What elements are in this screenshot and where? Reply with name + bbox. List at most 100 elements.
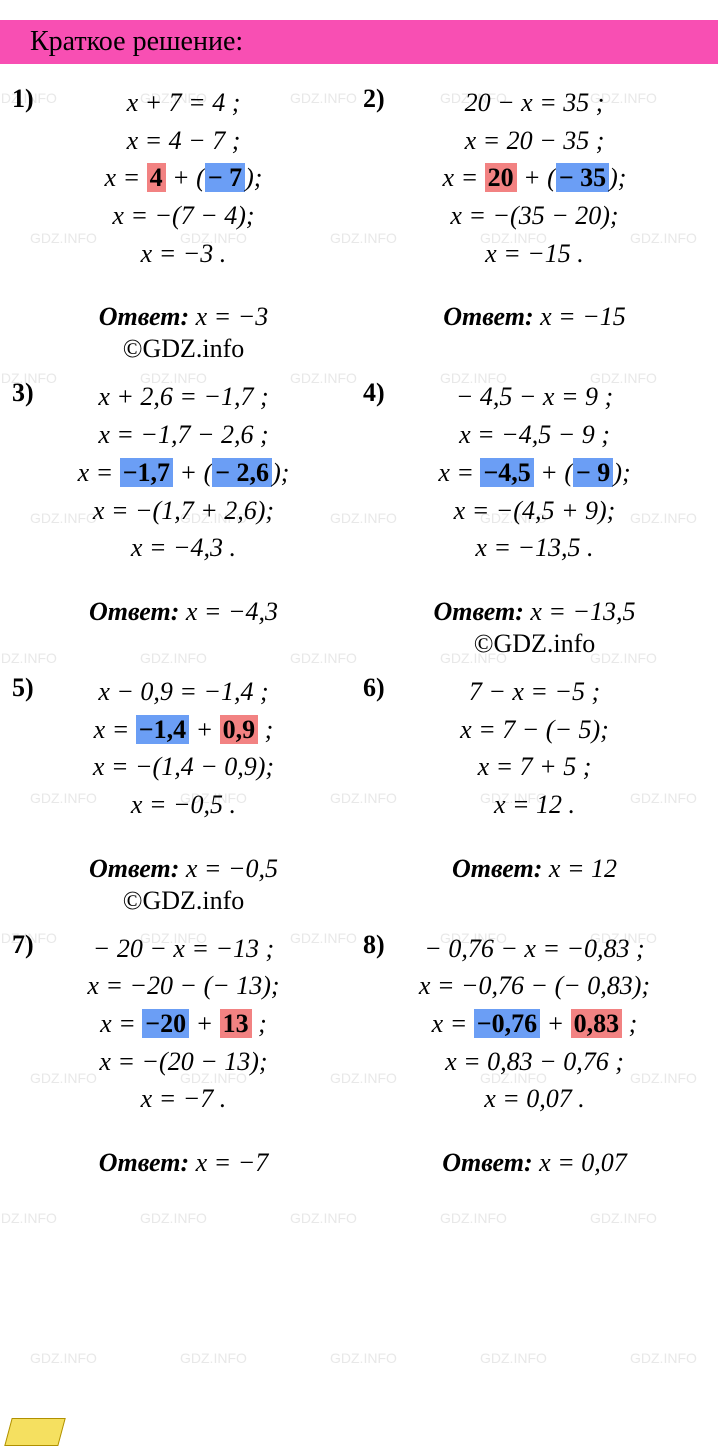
problem-lines: − 20 − x = −13 ;x = −20 − (− 13);x = −20… <box>12 928 355 1118</box>
equation-line: x = 0,07 . <box>363 1080 706 1118</box>
answer-label: Ответ: <box>433 597 530 626</box>
watermark: GDZ.INFO <box>290 1210 357 1226</box>
equation-line: x = −3 . <box>12 235 355 273</box>
answer-block: Ответ: x = −13,5 <box>363 597 706 627</box>
answer-block: Ответ: x = 12 <box>363 854 706 884</box>
answer-block: Ответ: x = −15 <box>363 302 706 332</box>
equation-line: x = −4,3 . <box>12 529 355 567</box>
answer-label: Ответ: <box>89 854 186 883</box>
highlight-blue: − 7 <box>205 163 245 192</box>
problem-4: 4)− 4,5 − x = 9 ;x = −4,5 − 9 ;x = −4,5 … <box>359 368 710 662</box>
equation-line: x = −7 . <box>12 1080 355 1118</box>
answer-value: x = −4,3 <box>186 597 278 626</box>
equation-line: x = −15 . <box>363 235 706 273</box>
answer-label: Ответ: <box>89 597 186 626</box>
highlight-blue: −4,5 <box>480 458 533 487</box>
equation-line: x = −(20 − 13); <box>12 1043 355 1081</box>
equation-line: x − 0,9 = −1,4 ; <box>12 673 355 711</box>
equation-line: x = 20 − 35 ; <box>363 122 706 160</box>
answer-value: x = −0,5 <box>186 854 278 883</box>
equation-line: x = 4 + (− 7); <box>12 159 355 197</box>
equation-line: x + 7 = 4 ; <box>12 84 355 122</box>
answer-label: Ответ: <box>452 854 549 883</box>
answer-block: Ответ: x = −3 <box>12 302 355 332</box>
watermark: GDZ.INFO <box>30 1350 97 1366</box>
highlight-red: 0,83 <box>571 1009 623 1038</box>
problem-lines: 20 − x = 35 ;x = 20 − 35 ;x = 20 + (− 35… <box>363 82 706 272</box>
equation-line: x = 4 − 7 ; <box>12 122 355 160</box>
answer-block: Ответ: x = 0,07 <box>363 1148 706 1178</box>
equation-line: − 4,5 − x = 9 ; <box>363 378 706 416</box>
equation-line: x = −13,5 . <box>363 529 706 567</box>
equation-line: 7 − x = −5 ; <box>363 673 706 711</box>
credit-text: ©GDZ.info <box>12 886 355 916</box>
problem-lines: x + 7 = 4 ;x = 4 − 7 ;x = 4 + (− 7);x = … <box>12 82 355 272</box>
answer-block: Ответ: x = −7 <box>12 1148 355 1178</box>
equation-line: x = −(1,4 − 0,9); <box>12 748 355 786</box>
content-area: 1)x + 7 = 4 ;x = 4 − 7 ;x = 4 + (− 7);x … <box>0 64 718 1192</box>
equation-line: x = −(1,7 + 2,6); <box>12 492 355 530</box>
problem-number: 4) <box>363 378 385 408</box>
problem-8: 8)− 0,76 − x = −0,83 ;x = −0,76 − (− 0,8… <box>359 920 710 1182</box>
answer-block: Ответ: x = −0,5 <box>12 854 355 884</box>
problem-3: 3)x + 2,6 = −1,7 ;x = −1,7 − 2,6 ;x = −1… <box>8 368 359 662</box>
problem-number: 3) <box>12 378 34 408</box>
book-icon <box>4 1418 66 1446</box>
highlight-red: 4 <box>147 163 166 192</box>
problem-number: 6) <box>363 673 385 703</box>
credit-text: ©GDZ.info <box>363 629 706 659</box>
problem-lines: − 0,76 − x = −0,83 ;x = −0,76 − (− 0,83)… <box>363 928 706 1118</box>
highlight-red: 20 <box>485 163 517 192</box>
problem-lines: x − 0,9 = −1,4 ;x = −1,4 + 0,9 ;x = −(1,… <box>12 671 355 824</box>
equation-line: x = 20 + (− 35); <box>363 159 706 197</box>
problem-lines: − 4,5 − x = 9 ;x = −4,5 − 9 ;x = −4,5 + … <box>363 376 706 566</box>
highlight-blue: −20 <box>142 1009 189 1038</box>
equation-line: x = −0,5 . <box>12 786 355 824</box>
highlight-blue: − 9 <box>573 458 613 487</box>
problem-2: 2)20 − x = 35 ;x = 20 − 35 ;x = 20 + (− … <box>359 74 710 368</box>
answer-block: Ответ: x = −4,3 <box>12 597 355 627</box>
watermark: GDZ.INFO <box>180 1350 247 1366</box>
answer-label: Ответ: <box>442 1148 539 1177</box>
highlight-blue: − 35 <box>556 163 609 192</box>
equation-line: x = −20 − (− 13); <box>12 967 355 1005</box>
problem-5: 5)x − 0,9 = −1,4 ;x = −1,4 + 0,9 ;x = −(… <box>8 663 359 920</box>
equation-line: x = −(7 − 4); <box>12 197 355 235</box>
equation-line: x = 7 − (− 5); <box>363 711 706 749</box>
equation-line: x = −20 + 13 ; <box>12 1005 355 1043</box>
highlight-blue: −1,7 <box>120 458 173 487</box>
answer-value: x = −3 <box>196 302 269 331</box>
answer-value: x = −13,5 <box>530 597 635 626</box>
credit-text: ©GDZ.info <box>12 334 355 364</box>
solution-header: Краткое решение: <box>0 20 718 64</box>
equation-line: x = −4,5 − 9 ; <box>363 416 706 454</box>
equation-line: x + 2,6 = −1,7 ; <box>12 378 355 416</box>
problem-number: 8) <box>363 930 385 960</box>
problem-1: 1)x + 7 = 4 ;x = 4 − 7 ;x = 4 + (− 7);x … <box>8 74 359 368</box>
equation-line: x = −4,5 + (− 9); <box>363 454 706 492</box>
watermark: GDZ.INFO <box>440 1210 507 1226</box>
answer-value: x = −7 <box>196 1148 269 1177</box>
problem-6: 6)7 − x = −5 ;x = 7 − (− 5);x = 7 + 5 ;x… <box>359 663 710 920</box>
equation-line: x = −(4,5 + 9); <box>363 492 706 530</box>
equation-line: x = −(35 − 20); <box>363 197 706 235</box>
equation-line: x = −1,4 + 0,9 ; <box>12 711 355 749</box>
answer-value: x = 0,07 <box>539 1148 627 1177</box>
problem-number: 1) <box>12 84 34 114</box>
answer-value: x = 12 <box>549 854 617 883</box>
problem-7: 7)− 20 − x = −13 ;x = −20 − (− 13);x = −… <box>8 920 359 1182</box>
answer-label: Ответ: <box>99 1148 196 1177</box>
equation-line: x = −0,76 + 0,83 ; <box>363 1005 706 1043</box>
answer-label: Ответ: <box>443 302 540 331</box>
problems-grid: 1)x + 7 = 4 ;x = 4 − 7 ;x = 4 + (− 7);x … <box>8 74 710 1182</box>
equation-line: x = 0,83 − 0,76 ; <box>363 1043 706 1081</box>
watermark: GDZ.INFO <box>330 1350 397 1366</box>
answer-value: x = −15 <box>540 302 626 331</box>
problem-number: 2) <box>363 84 385 114</box>
highlight-red: 0,9 <box>220 715 259 744</box>
highlight-blue: −0,76 <box>474 1009 540 1038</box>
highlight-red: 13 <box>220 1009 252 1038</box>
equation-line: − 0,76 − x = −0,83 ; <box>363 930 706 968</box>
equation-line: x = 12 . <box>363 786 706 824</box>
highlight-blue: − 2,6 <box>212 458 272 487</box>
